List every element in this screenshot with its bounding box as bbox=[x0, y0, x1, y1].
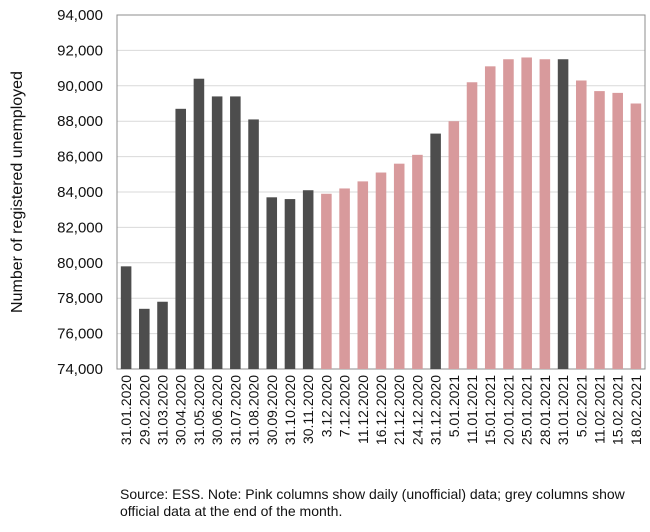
x-tick-label: 31.01.2020 bbox=[118, 375, 134, 445]
bar bbox=[266, 197, 278, 369]
y-tick-label: 78,000 bbox=[57, 290, 103, 307]
x-tick-label: 18.02.2021 bbox=[628, 375, 644, 445]
x-tick-label: 30.11.2020 bbox=[300, 375, 316, 444]
bar bbox=[321, 193, 332, 369]
y-tick-label: 92,000 bbox=[57, 42, 103, 59]
x-tick-label: 31.10.2020 bbox=[282, 375, 298, 445]
x-tick-label: 15.01.2021 bbox=[482, 375, 498, 445]
x-tick-label: 24.12.2020 bbox=[409, 375, 425, 445]
x-tick-label: 5.01.2021 bbox=[446, 375, 462, 437]
x-tick-label: 7.12.2020 bbox=[337, 375, 353, 437]
bar bbox=[557, 59, 569, 369]
x-tick-label: 31.07.2020 bbox=[227, 375, 243, 445]
bar bbox=[539, 59, 551, 369]
x-tick-label: 30.06.2020 bbox=[209, 375, 225, 445]
bar bbox=[284, 199, 296, 369]
x-tick-label: 25.01.2021 bbox=[519, 375, 535, 445]
x-tick-label: 11.12.2020 bbox=[355, 375, 371, 444]
x-tick-label: 20.01.2021 bbox=[500, 375, 516, 445]
x-tick-label: 31.08.2020 bbox=[246, 375, 262, 445]
y-tick-label: 90,000 bbox=[57, 78, 103, 95]
x-tick-label: 11.02.2021 bbox=[591, 375, 607, 444]
bar bbox=[430, 133, 441, 369]
x-tick-label: 11.01.2021 bbox=[464, 375, 480, 444]
x-tick-label: 30.04.2020 bbox=[173, 375, 189, 445]
x-tick-label: 30.09.2020 bbox=[264, 375, 280, 445]
bar bbox=[503, 59, 514, 369]
bar bbox=[448, 121, 460, 369]
bar bbox=[339, 188, 350, 369]
x-tick-label: 31.01.2021 bbox=[555, 375, 571, 445]
y-tick-label: 86,000 bbox=[57, 149, 103, 166]
bar bbox=[193, 78, 205, 369]
source-note: Source: ESS. Note: Pink columns show dai… bbox=[120, 486, 625, 519]
bar bbox=[230, 96, 241, 370]
y-tick-label: 84,000 bbox=[57, 184, 103, 201]
bar bbox=[139, 308, 150, 369]
x-tick-label: 31.12.2020 bbox=[428, 375, 444, 445]
bar bbox=[612, 92, 623, 369]
x-tick-label: 28.01.2021 bbox=[537, 375, 553, 445]
y-tick-label: 94,000 bbox=[57, 7, 103, 24]
bar bbox=[211, 96, 223, 370]
y-tick-label: 88,000 bbox=[57, 113, 103, 130]
bar bbox=[521, 57, 532, 369]
bar bbox=[248, 119, 259, 370]
bar bbox=[466, 82, 478, 369]
x-tick-label: 16.12.2020 bbox=[373, 375, 389, 445]
bar bbox=[393, 163, 405, 369]
bar bbox=[375, 172, 387, 369]
y-axis-label: Number of registered unemployed bbox=[9, 71, 26, 313]
bar bbox=[120, 266, 132, 369]
bar bbox=[630, 103, 642, 369]
bar bbox=[357, 181, 369, 369]
x-tick-label: 15.02.2021 bbox=[610, 375, 626, 445]
bar bbox=[575, 80, 587, 370]
bar bbox=[302, 190, 314, 369]
x-tick-label: 5.02.2021 bbox=[573, 375, 589, 437]
x-tick-label: 21.12.2020 bbox=[391, 375, 407, 445]
y-tick-label: 74,000 bbox=[57, 361, 103, 378]
bar bbox=[484, 66, 496, 369]
bar bbox=[175, 108, 187, 369]
x-tick-label: 29.02.2020 bbox=[136, 375, 152, 445]
bar bbox=[157, 301, 168, 369]
bar bbox=[594, 91, 605, 370]
y-tick-label: 82,000 bbox=[57, 219, 103, 236]
bar bbox=[412, 154, 423, 369]
y-tick-label: 76,000 bbox=[57, 326, 103, 343]
x-tick-label: 31.05.2020 bbox=[191, 375, 207, 445]
x-tick-label: 31.03.2020 bbox=[155, 375, 171, 445]
x-tick-label: 3.12.2020 bbox=[318, 375, 334, 437]
y-tick-label: 80,000 bbox=[57, 255, 103, 272]
